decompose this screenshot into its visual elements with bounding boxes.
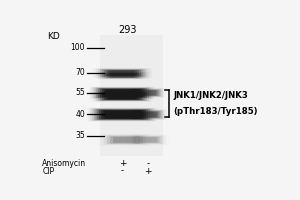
FancyBboxPatch shape xyxy=(109,73,136,78)
Text: +: + xyxy=(118,159,126,168)
FancyBboxPatch shape xyxy=(135,89,161,96)
Text: 70: 70 xyxy=(75,68,85,77)
FancyBboxPatch shape xyxy=(100,35,163,156)
Text: 100: 100 xyxy=(71,43,85,52)
FancyBboxPatch shape xyxy=(100,72,145,79)
FancyBboxPatch shape xyxy=(108,90,136,96)
FancyBboxPatch shape xyxy=(103,135,146,145)
FancyBboxPatch shape xyxy=(138,112,158,118)
FancyBboxPatch shape xyxy=(107,73,137,78)
FancyBboxPatch shape xyxy=(101,110,144,119)
FancyBboxPatch shape xyxy=(137,111,159,118)
FancyBboxPatch shape xyxy=(100,88,145,97)
FancyBboxPatch shape xyxy=(133,110,163,119)
FancyBboxPatch shape xyxy=(135,111,161,118)
FancyBboxPatch shape xyxy=(94,92,151,101)
Text: -: - xyxy=(121,167,124,176)
Text: 35: 35 xyxy=(75,131,85,140)
FancyBboxPatch shape xyxy=(134,111,162,119)
FancyBboxPatch shape xyxy=(110,136,140,143)
FancyBboxPatch shape xyxy=(98,93,147,101)
FancyBboxPatch shape xyxy=(92,108,152,121)
FancyBboxPatch shape xyxy=(106,70,139,76)
FancyBboxPatch shape xyxy=(136,137,160,143)
FancyBboxPatch shape xyxy=(102,93,143,100)
FancyBboxPatch shape xyxy=(137,90,158,96)
Text: Anisomycin: Anisomycin xyxy=(42,159,86,168)
FancyBboxPatch shape xyxy=(140,90,156,95)
FancyBboxPatch shape xyxy=(90,108,155,121)
FancyBboxPatch shape xyxy=(100,69,145,77)
FancyBboxPatch shape xyxy=(104,73,141,78)
FancyBboxPatch shape xyxy=(97,109,148,120)
FancyBboxPatch shape xyxy=(104,89,141,96)
FancyBboxPatch shape xyxy=(96,88,149,98)
FancyBboxPatch shape xyxy=(106,73,139,78)
Text: 293: 293 xyxy=(118,25,136,35)
FancyBboxPatch shape xyxy=(106,111,139,118)
FancyBboxPatch shape xyxy=(103,110,141,119)
Text: 40: 40 xyxy=(75,110,85,119)
FancyBboxPatch shape xyxy=(100,93,145,101)
Text: -: - xyxy=(146,159,150,168)
FancyBboxPatch shape xyxy=(111,74,134,78)
Text: (pThr183/Tyr185): (pThr183/Tyr185) xyxy=(173,107,258,116)
FancyBboxPatch shape xyxy=(98,69,147,77)
FancyBboxPatch shape xyxy=(106,90,138,96)
Text: JNK1/JNK2/JNK3: JNK1/JNK2/JNK3 xyxy=(173,91,248,100)
FancyBboxPatch shape xyxy=(132,110,164,119)
FancyBboxPatch shape xyxy=(104,70,141,76)
FancyBboxPatch shape xyxy=(139,137,157,143)
FancyBboxPatch shape xyxy=(107,136,142,144)
FancyBboxPatch shape xyxy=(134,136,162,144)
FancyBboxPatch shape xyxy=(102,69,143,77)
FancyBboxPatch shape xyxy=(108,111,137,118)
FancyBboxPatch shape xyxy=(110,94,135,99)
FancyBboxPatch shape xyxy=(108,94,137,99)
FancyBboxPatch shape xyxy=(102,73,143,79)
Text: +: + xyxy=(144,167,152,176)
Text: CIP: CIP xyxy=(42,167,54,176)
FancyBboxPatch shape xyxy=(96,92,149,101)
FancyBboxPatch shape xyxy=(136,90,160,96)
Text: KD: KD xyxy=(47,32,59,41)
FancyBboxPatch shape xyxy=(92,87,153,99)
FancyBboxPatch shape xyxy=(99,110,146,119)
FancyBboxPatch shape xyxy=(94,87,151,98)
FancyBboxPatch shape xyxy=(106,94,139,100)
FancyBboxPatch shape xyxy=(134,89,162,97)
FancyBboxPatch shape xyxy=(113,137,136,143)
FancyBboxPatch shape xyxy=(104,93,141,100)
Text: 55: 55 xyxy=(75,88,85,97)
FancyBboxPatch shape xyxy=(98,88,147,98)
FancyBboxPatch shape xyxy=(139,90,157,96)
FancyBboxPatch shape xyxy=(102,89,143,97)
FancyBboxPatch shape xyxy=(110,71,135,75)
FancyBboxPatch shape xyxy=(139,112,157,117)
FancyBboxPatch shape xyxy=(94,109,150,120)
FancyBboxPatch shape xyxy=(108,70,137,76)
